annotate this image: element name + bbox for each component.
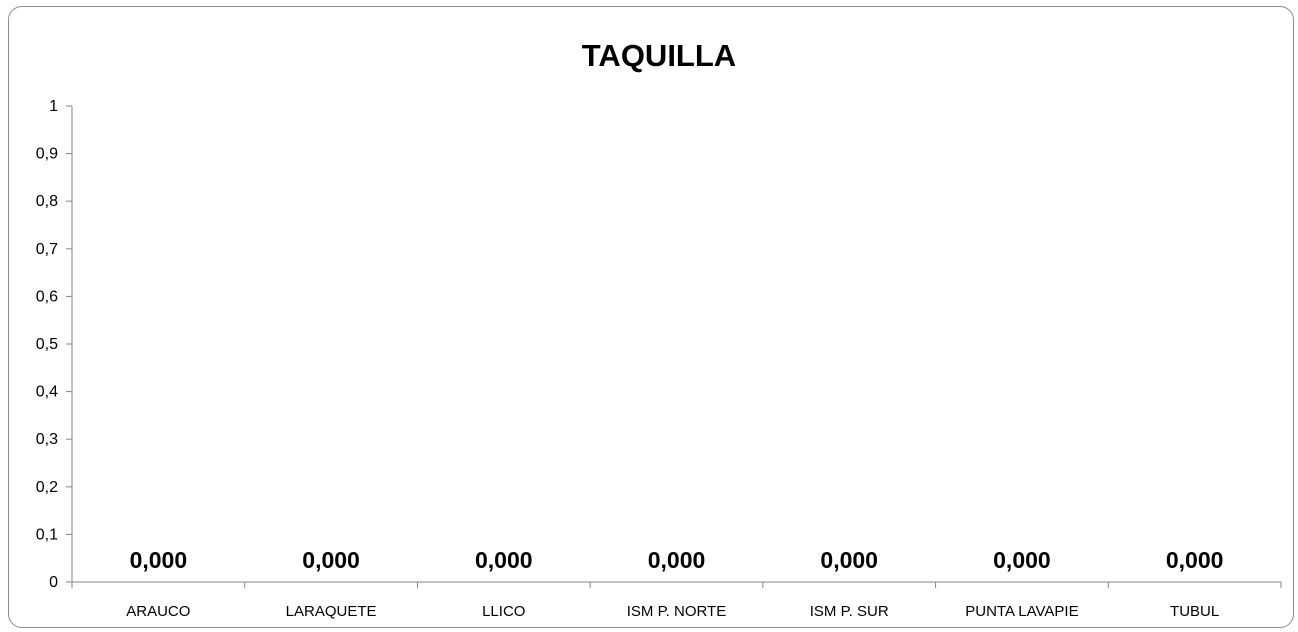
data-labels: 0,000 0,000 0,000 0,000 0,000 0,000 0,000 (130, 547, 1224, 573)
data-label: 0,000 (302, 547, 360, 573)
x-tick-label: ISM P. SUR (810, 603, 889, 620)
y-tick-label: 1 (49, 98, 58, 115)
chart-frame (8, 6, 1294, 628)
data-label: 0,000 (130, 547, 188, 573)
y-tick-label: 0,6 (36, 288, 58, 305)
x-tick-label: TUBUL (1170, 603, 1219, 620)
data-label: 0,000 (820, 547, 878, 573)
y-tick-label: 0,8 (36, 193, 58, 210)
data-label: 0,000 (648, 547, 706, 573)
y-tick-label: 0 (49, 574, 58, 591)
y-tick-label: 0,7 (36, 241, 58, 258)
chart-title: TAQUILLA (582, 38, 736, 73)
x-tick-label: PUNTA LAVAPIE (965, 603, 1078, 620)
x-tick-label: ISM P. NORTE (627, 603, 726, 620)
data-label: 0,000 (1166, 547, 1224, 573)
y-tick-label: 0,1 (36, 526, 58, 543)
x-tick-label: LARAQUETE (286, 603, 377, 620)
y-axis: 0 0,1 0,2 0,3 0,4 0,5 0,6 0,7 0,8 0,9 1 (36, 98, 73, 591)
data-label: 0,000 (993, 547, 1051, 573)
x-tick-label: ARAUCO (126, 603, 190, 620)
y-tick-label: 0,4 (36, 384, 58, 401)
x-axis: ARAUCO LARAQUETE LLICO ISM P. NORTE ISM P. S… (71, 581, 1282, 620)
y-tick-label: 0,3 (36, 431, 58, 448)
data-label: 0,000 (475, 547, 533, 573)
y-tick-label: 0,2 (36, 479, 58, 496)
y-tick-label: 0,5 (36, 336, 58, 353)
x-tick-label: LLICO (482, 603, 525, 620)
y-tick-label: 0,9 (36, 146, 58, 163)
